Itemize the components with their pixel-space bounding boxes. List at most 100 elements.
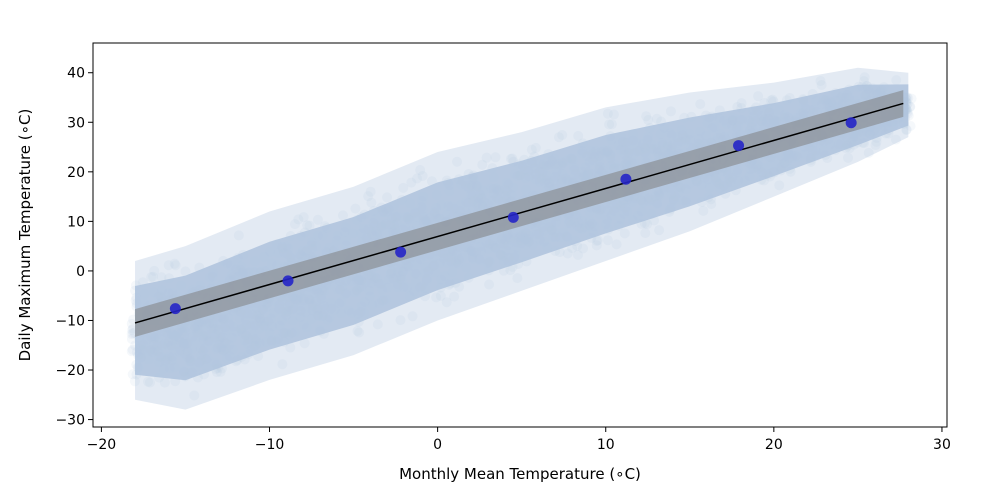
scatter-cloud-point — [774, 180, 785, 191]
x-tick-label: −20 — [87, 437, 117, 453]
scatter-cloud-point — [753, 91, 764, 102]
scatter-cloud-point — [189, 390, 200, 401]
scatter-cloud-point — [417, 170, 428, 181]
scatter-cloud-point — [766, 95, 777, 106]
y-tick-label: 20 — [67, 165, 85, 181]
y-tick-label: −20 — [55, 363, 85, 379]
scatter-cloud-point — [304, 220, 315, 231]
scatter-cloud-point — [871, 136, 882, 147]
scatter-cloud-point — [441, 297, 452, 308]
scatter-cloud-point — [285, 342, 296, 353]
scatter-cloud-point — [143, 376, 154, 387]
scatter-cloud-point — [149, 265, 160, 276]
x-tick-label: 10 — [597, 437, 615, 453]
scatter-cloud-point — [337, 210, 348, 221]
scatter-cloud-point — [767, 94, 778, 105]
scatter-cloud-point — [573, 130, 584, 141]
scatter-cloud-point — [170, 260, 181, 271]
scatter-cloud-point — [611, 239, 622, 250]
scatter-cloud-point — [302, 220, 313, 231]
scatter-cloud-point — [146, 272, 157, 283]
scatter-cloud-point — [642, 219, 653, 230]
scatter-cloud-point — [890, 134, 901, 145]
scatter-cloud-point — [293, 214, 304, 225]
scatter-cloud-point — [557, 130, 568, 141]
scatter-cloud-point — [843, 152, 854, 163]
scatter-cloud-point — [562, 248, 573, 259]
plot-frame — [92, 42, 948, 428]
scatter-cloud-point — [449, 291, 460, 302]
scatter-cloud-point — [277, 359, 288, 370]
scatter-cloud-point — [572, 249, 583, 260]
scatter-cloud-point — [382, 192, 393, 203]
scatter-cloud-point — [606, 119, 617, 130]
scatter-cloud-point — [395, 315, 406, 326]
scatter-cloud-point — [431, 292, 442, 303]
scatter-cloud-point — [578, 243, 589, 254]
scatter-cloud-point — [406, 177, 417, 188]
scatter-cloud-point — [372, 319, 383, 330]
scatter-cloud-point — [490, 152, 501, 163]
scatter-cloud-point — [126, 346, 137, 357]
scatter-cloud-point — [505, 153, 516, 164]
mean-point — [845, 117, 857, 129]
mean-point — [733, 140, 745, 152]
scatter-cloud-point — [298, 212, 309, 223]
scatter-cloud-point — [553, 132, 564, 143]
scatter-cloud-point — [398, 182, 409, 193]
scatter-cloud-point — [363, 191, 374, 202]
scatter-cloud-point — [126, 333, 137, 344]
x-axis-label: Monthly Mean Temperature (∘C) — [399, 465, 641, 483]
scatter-cloud-point — [452, 156, 463, 167]
scatter-cloud-point — [695, 99, 706, 110]
scatter-cloud-point — [643, 114, 654, 125]
scatter-cloud-point — [350, 203, 361, 214]
scatter-cloud-point — [126, 318, 137, 329]
mean-point — [169, 303, 181, 315]
scatter-cloud-point — [591, 235, 602, 246]
y-tick-label: 0 — [76, 264, 85, 280]
scatter-cloud-point — [592, 235, 603, 246]
mean-point — [395, 246, 407, 258]
scatter-cloud-point — [604, 119, 615, 130]
scatter-cloud-point — [354, 327, 365, 338]
scatter-cloud-point — [640, 228, 651, 239]
scatter-cloud-point — [144, 377, 155, 388]
scatter-cloud-point — [507, 153, 518, 164]
scatter-cloud-point — [665, 106, 676, 117]
scatter-cloud-point — [127, 324, 138, 335]
scatter-cloud-point — [591, 240, 602, 251]
scatter-cloud-point — [312, 214, 323, 225]
scatter-cloud-point — [180, 266, 191, 277]
scatter-cloud-point — [163, 260, 174, 271]
scatter-cloud — [126, 67, 917, 410]
scatter-cloud-point — [299, 338, 310, 349]
scatter-cloud-point — [512, 273, 523, 284]
scatter-cloud-point — [156, 272, 167, 283]
scatter-cloud-point — [641, 111, 652, 122]
scatter-cloud-point — [870, 140, 881, 151]
scatter-cloud-point — [126, 329, 137, 340]
scatter-cloud-point — [526, 144, 537, 155]
scatter-cloud-point — [477, 159, 488, 170]
scatter-cloud-point — [365, 186, 376, 197]
fit-line-layer — [134, 102, 904, 324]
x-tick-label: 0 — [433, 437, 442, 453]
scatter-cloud-point — [651, 113, 662, 124]
y-tick-label: 30 — [67, 115, 85, 131]
scatter-cloud-point — [484, 279, 495, 290]
scatter-cloud-point — [352, 326, 363, 337]
scatter-cloud-point — [901, 125, 912, 136]
scatter-cloud-point — [654, 225, 665, 236]
x-tick-label: 20 — [765, 437, 783, 453]
scatter-cloud-point — [454, 281, 465, 292]
scatter-cloud-point — [159, 377, 170, 388]
scatter-cloud-point — [815, 75, 826, 86]
scatter-cloud-point — [289, 219, 300, 230]
y-tick-label: 10 — [67, 214, 85, 230]
scatter-cloud-point — [505, 265, 516, 276]
scatter-cloud-point — [906, 93, 917, 104]
scatter-cloud-point — [415, 165, 426, 176]
scatter-cloud-point — [698, 205, 709, 216]
